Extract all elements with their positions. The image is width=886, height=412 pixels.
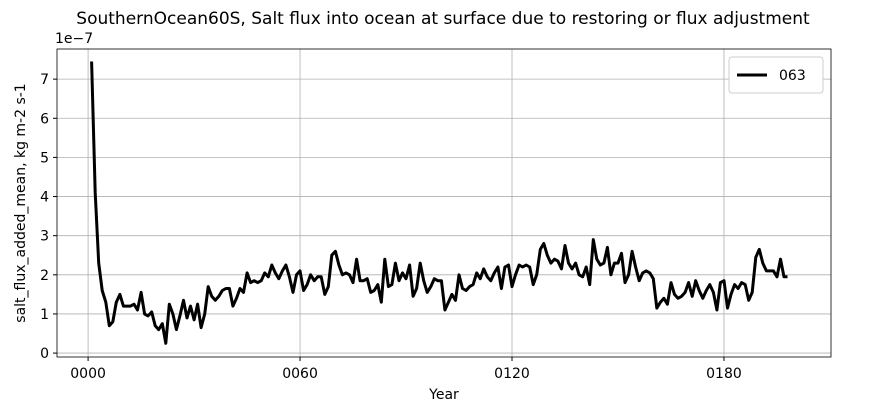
x-tick-label: 0120	[494, 366, 530, 382]
y-tick-label: 2	[40, 268, 49, 284]
y-tick-label: 7	[40, 72, 49, 88]
legend-label: 063	[779, 68, 806, 84]
chart-title: SouthernOcean60S, Salt flux into ocean a…	[76, 9, 810, 29]
x-axis-label: Year	[428, 387, 459, 403]
y-tick-label: 6	[40, 111, 49, 127]
y-axis-label: salt_flux_added_mean, kg m-2 s-1	[13, 83, 29, 322]
data-line	[90, 61, 788, 345]
y-tick-label: 3	[40, 229, 49, 245]
y-tick-label: 1	[40, 307, 49, 323]
x-tick-label: 0000	[70, 366, 106, 382]
y-tick-label: 5	[40, 150, 49, 166]
x-tick-label: 0060	[282, 366, 318, 382]
x-tick-label: 0180	[706, 366, 742, 382]
legend-box	[728, 56, 824, 94]
y-offset-label: 1e−7	[55, 31, 93, 47]
plot-frame	[56, 48, 832, 358]
y-tick-label: 0	[40, 346, 49, 362]
y-tick-label: 4	[40, 190, 49, 206]
